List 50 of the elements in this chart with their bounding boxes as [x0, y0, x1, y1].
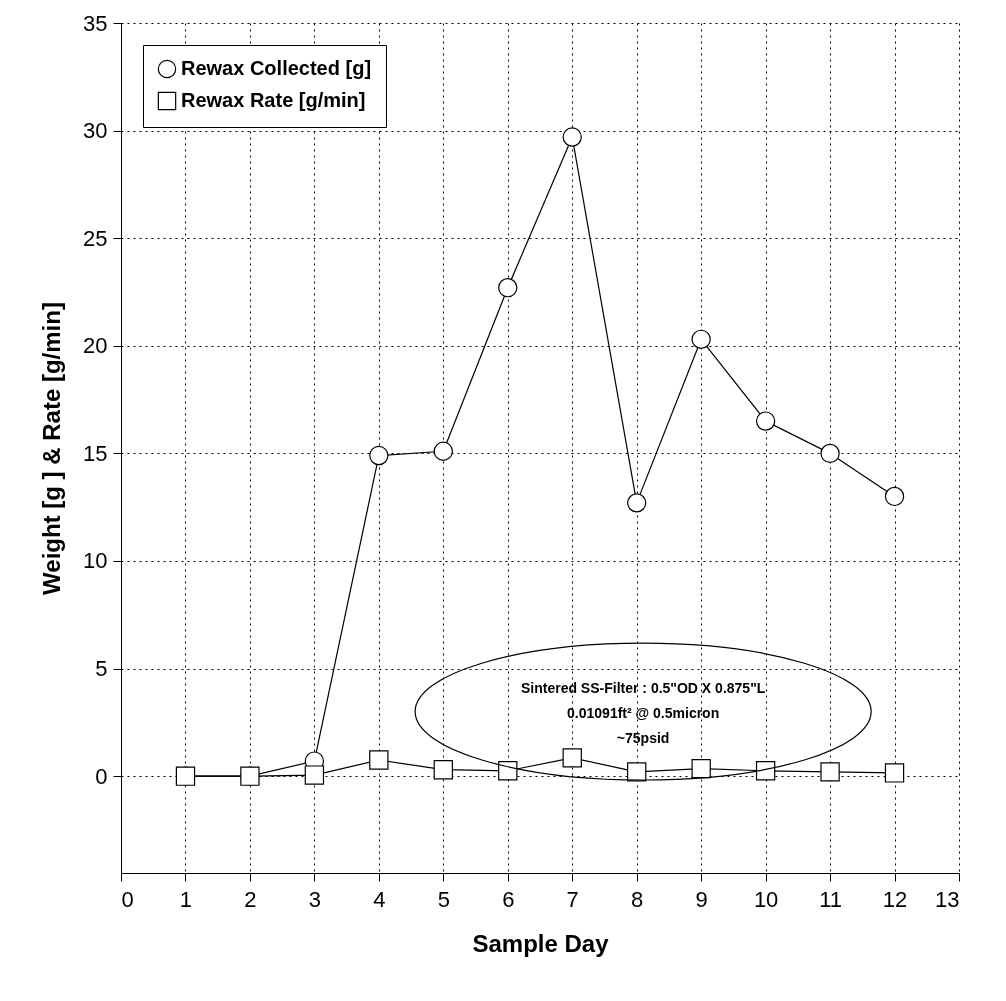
- point: [433, 760, 453, 780]
- x-tick-label: 0: [121, 886, 134, 912]
- point: [691, 758, 711, 779]
- point: [691, 329, 711, 349]
- point: [562, 748, 582, 768]
- point: [304, 765, 325, 785]
- point: [498, 278, 518, 298]
- x-tick-label: 10: [753, 886, 779, 912]
- legend-label: Rewax Collected [g]: [181, 57, 372, 79]
- x-tick-label: 9: [695, 886, 708, 912]
- y-tick-label: 0: [95, 763, 108, 789]
- y-tick-label: 5: [95, 656, 108, 682]
- x-tick-label: 8: [631, 886, 644, 912]
- point: [884, 763, 905, 783]
- point: [433, 441, 453, 461]
- x-tick-label: 5: [437, 886, 450, 912]
- point: [884, 486, 905, 507]
- y-tick-label: 25: [83, 225, 108, 251]
- point: [627, 762, 647, 782]
- point: [755, 411, 776, 431]
- point: [820, 443, 840, 464]
- point: [240, 766, 260, 786]
- y-tick-label: 35: [83, 10, 108, 36]
- y-tick-label: 15: [83, 440, 108, 466]
- x-tick-label: 13: [935, 886, 960, 912]
- x-tick-label: 2: [244, 886, 257, 912]
- annotation: 0.01091ft² @ 0.5micron: [567, 705, 720, 721]
- point: [369, 750, 389, 770]
- point: [175, 766, 196, 786]
- legend-label: Rewax Rate [g/min]: [181, 89, 366, 111]
- x-tick-label: 6: [502, 886, 515, 912]
- x-tick-label: 4: [373, 886, 386, 912]
- point: [820, 762, 840, 782]
- point: [369, 445, 389, 466]
- y-axis-title: Weight [g ] & Rate [g/min]: [38, 302, 66, 595]
- point: [562, 127, 582, 147]
- x-tick-label: 11: [819, 886, 842, 912]
- y-tick-label: 30: [83, 118, 108, 144]
- point: [755, 761, 776, 781]
- x-axis-title: Sample Day: [472, 929, 610, 957]
- x-tick-label: 7: [566, 886, 579, 912]
- x-tick-label: 3: [308, 886, 322, 912]
- annotation: Sintered SS-Filter : 0.5"OD X 0.875"L: [520, 680, 766, 696]
- x-tick-label: 1: [179, 886, 193, 912]
- y-tick-label: 10: [83, 548, 108, 574]
- annotation: ~75psid: [616, 730, 670, 746]
- x-tick-label: 12: [882, 886, 908, 912]
- point: [498, 761, 518, 781]
- point: [627, 493, 647, 513]
- y-tick-label: 20: [83, 333, 108, 359]
